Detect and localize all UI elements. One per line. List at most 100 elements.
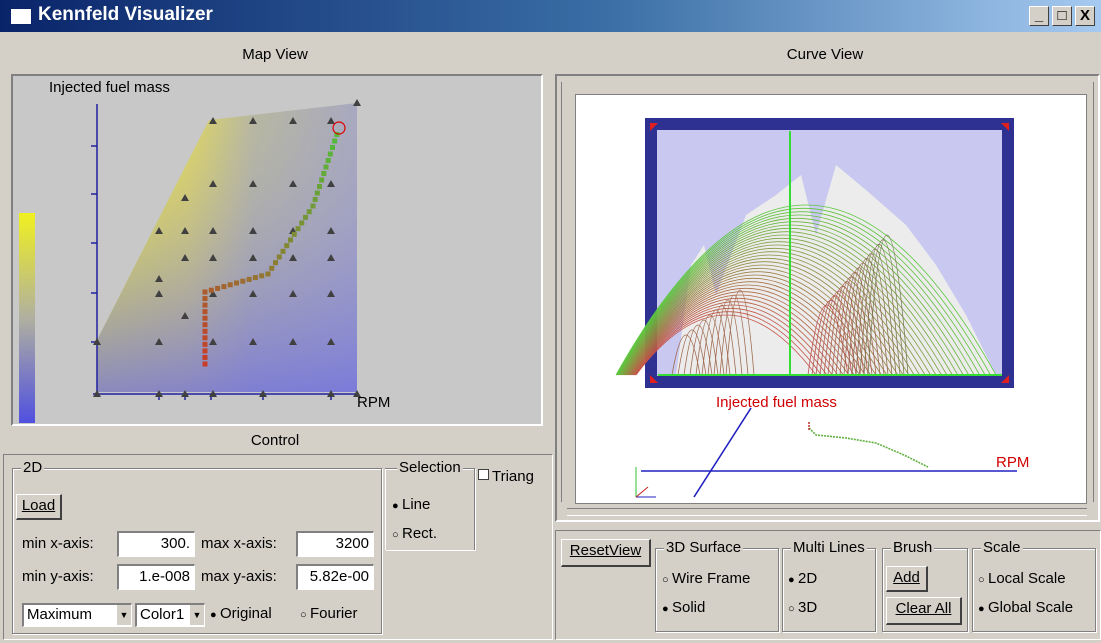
multi-2d-radio[interactable]: ● 2D: [788, 570, 817, 587]
min-x-field[interactable]: 300.: [117, 531, 195, 557]
curve-line: [624, 254, 915, 376]
surface-group-title: 3D Surface: [664, 539, 744, 557]
curve-view-caption: Curve View: [786, 46, 864, 63]
close-button[interactable]: X: [1075, 6, 1095, 26]
selection-path-marker: [330, 145, 335, 150]
curve-line: [622, 244, 931, 376]
curve-view-panel[interactable]: Injected fuel mass RPM: [555, 74, 1100, 522]
grid-point-icon: [327, 117, 335, 124]
color-legend: [19, 213, 35, 423]
line-radio[interactable]: ● Line: [392, 496, 430, 513]
curve-line: [635, 311, 822, 376]
curve-line: [618, 218, 975, 376]
reset-view-button[interactable]: ResetView: [561, 539, 651, 567]
mode-select[interactable]: Maximum ▼: [22, 603, 132, 627]
min-x-label: min x-axis:: [22, 535, 94, 552]
grid-point-icon: [155, 338, 163, 345]
minimize-button[interactable]: _: [1029, 6, 1049, 26]
grid-point-icon: [289, 290, 297, 297]
grid-point-icon: [249, 338, 257, 345]
original-radio[interactable]: ● Original: [210, 605, 272, 622]
load-button[interactable]: Load: [16, 494, 62, 520]
max-y-field[interactable]: 5.82e-00: [296, 564, 374, 590]
maximize-button[interactable]: □: [1052, 6, 1072, 26]
selection-path-marker: [202, 309, 208, 315]
grid-point-icon: [249, 180, 257, 187]
grid-point-icon: [209, 254, 217, 261]
group-2d: 2D: [12, 459, 382, 634]
grid-point-icon: [181, 312, 189, 319]
radio-selected-icon: ●: [392, 500, 399, 512]
rect-label: Rect.: [402, 525, 438, 542]
local-scale-radio[interactable]: ○ Local Scale: [978, 570, 1066, 587]
vertical-scrollbar-right[interactable]: [1087, 82, 1094, 502]
map-canvas[interactable]: Injected fuel mass RPM: [13, 76, 541, 424]
max-x-field[interactable]: 3200: [296, 531, 374, 557]
selected-point-marker: [332, 121, 346, 135]
curve-line: [695, 314, 725, 376]
color-select[interactable]: Color1 ▼: [135, 603, 205, 627]
grid-point-icon: [289, 254, 297, 261]
curve-line: [630, 288, 860, 376]
selection-group: Selection: [385, 459, 475, 550]
rect-radio[interactable]: ○ Rect.: [392, 525, 437, 542]
triang-checkbox[interactable]: Triang: [478, 468, 534, 485]
max-x-label: max x-axis:: [201, 535, 277, 552]
global-scale-radio[interactable]: ● Global Scale: [978, 599, 1073, 616]
vertical-scrollbar-left[interactable]: [561, 82, 568, 502]
multi-3d-label: 3D: [798, 599, 818, 616]
selection-path-marker: [240, 278, 246, 284]
curve-line: [632, 297, 844, 376]
selection-path-marker: [299, 220, 305, 226]
curve-bundle: [615, 204, 997, 376]
selection-path-marker: [215, 285, 221, 291]
line-label: Line: [402, 496, 431, 513]
curve-canvas[interactable]: Injected fuel mass RPM: [576, 95, 1086, 503]
radio-empty-icon: ○: [662, 574, 669, 586]
projection-y-axis: [693, 407, 752, 498]
min-y-field[interactable]: 1.e-008: [117, 564, 195, 590]
map-view-panel[interactable]: Injected fuel mass RPM: [11, 74, 543, 426]
fourier-label: Fourier: [310, 605, 358, 622]
curve-line: [630, 284, 866, 376]
title-bar[interactable]: Kennfeld Visualizer _ □ X: [0, 0, 1101, 32]
selection-path-marker: [295, 226, 301, 232]
selection-path-marker: [306, 209, 312, 215]
curve-line: [617, 214, 980, 376]
grid-point-icon: [327, 338, 335, 345]
curve-line: [616, 207, 991, 376]
wire-frame-radio[interactable]: ○ Wire Frame: [662, 570, 750, 587]
selection-path-marker: [314, 190, 320, 196]
grid-point-icon: [259, 390, 267, 397]
grid-point-icon: [209, 390, 217, 397]
control-panel: [3, 454, 553, 640]
grid-point-icon: [327, 390, 335, 397]
multi-3d-radio[interactable]: ○ 3D: [788, 599, 817, 616]
curve-line: [633, 301, 839, 376]
curve-line: [633, 304, 833, 376]
app-icon: [10, 8, 32, 25]
chevron-down-icon[interactable]: ▼: [189, 605, 204, 625]
clear-all-button[interactable]: Clear All: [886, 597, 962, 625]
fourier-radio[interactable]: ○ Fourier: [300, 605, 358, 622]
curve-line: [713, 299, 743, 376]
selection-path-marker: [202, 341, 208, 347]
chevron-down-icon[interactable]: ▼: [116, 605, 131, 625]
grid-point-icon: [209, 117, 217, 124]
solid-radio[interactable]: ● Solid: [662, 599, 705, 616]
grid-point-icon: [93, 338, 101, 345]
curve-line: [624, 251, 920, 376]
selection-line-path: [202, 132, 340, 367]
solid-label: Solid: [672, 599, 706, 616]
selection-path-marker: [202, 289, 208, 295]
map-x-axis-label: RPM: [357, 394, 390, 411]
curve-line: [632, 294, 850, 376]
curve-line: [863, 239, 905, 376]
grid-point-icon: [249, 227, 257, 234]
curve-line: [725, 289, 755, 376]
selection-path-marker: [334, 132, 340, 137]
selection-path-marker: [202, 322, 208, 328]
add-button[interactable]: Add: [886, 566, 928, 592]
horizontal-scrollbar[interactable]: [567, 508, 1087, 516]
group-2d-title: 2D: [21, 459, 45, 477]
